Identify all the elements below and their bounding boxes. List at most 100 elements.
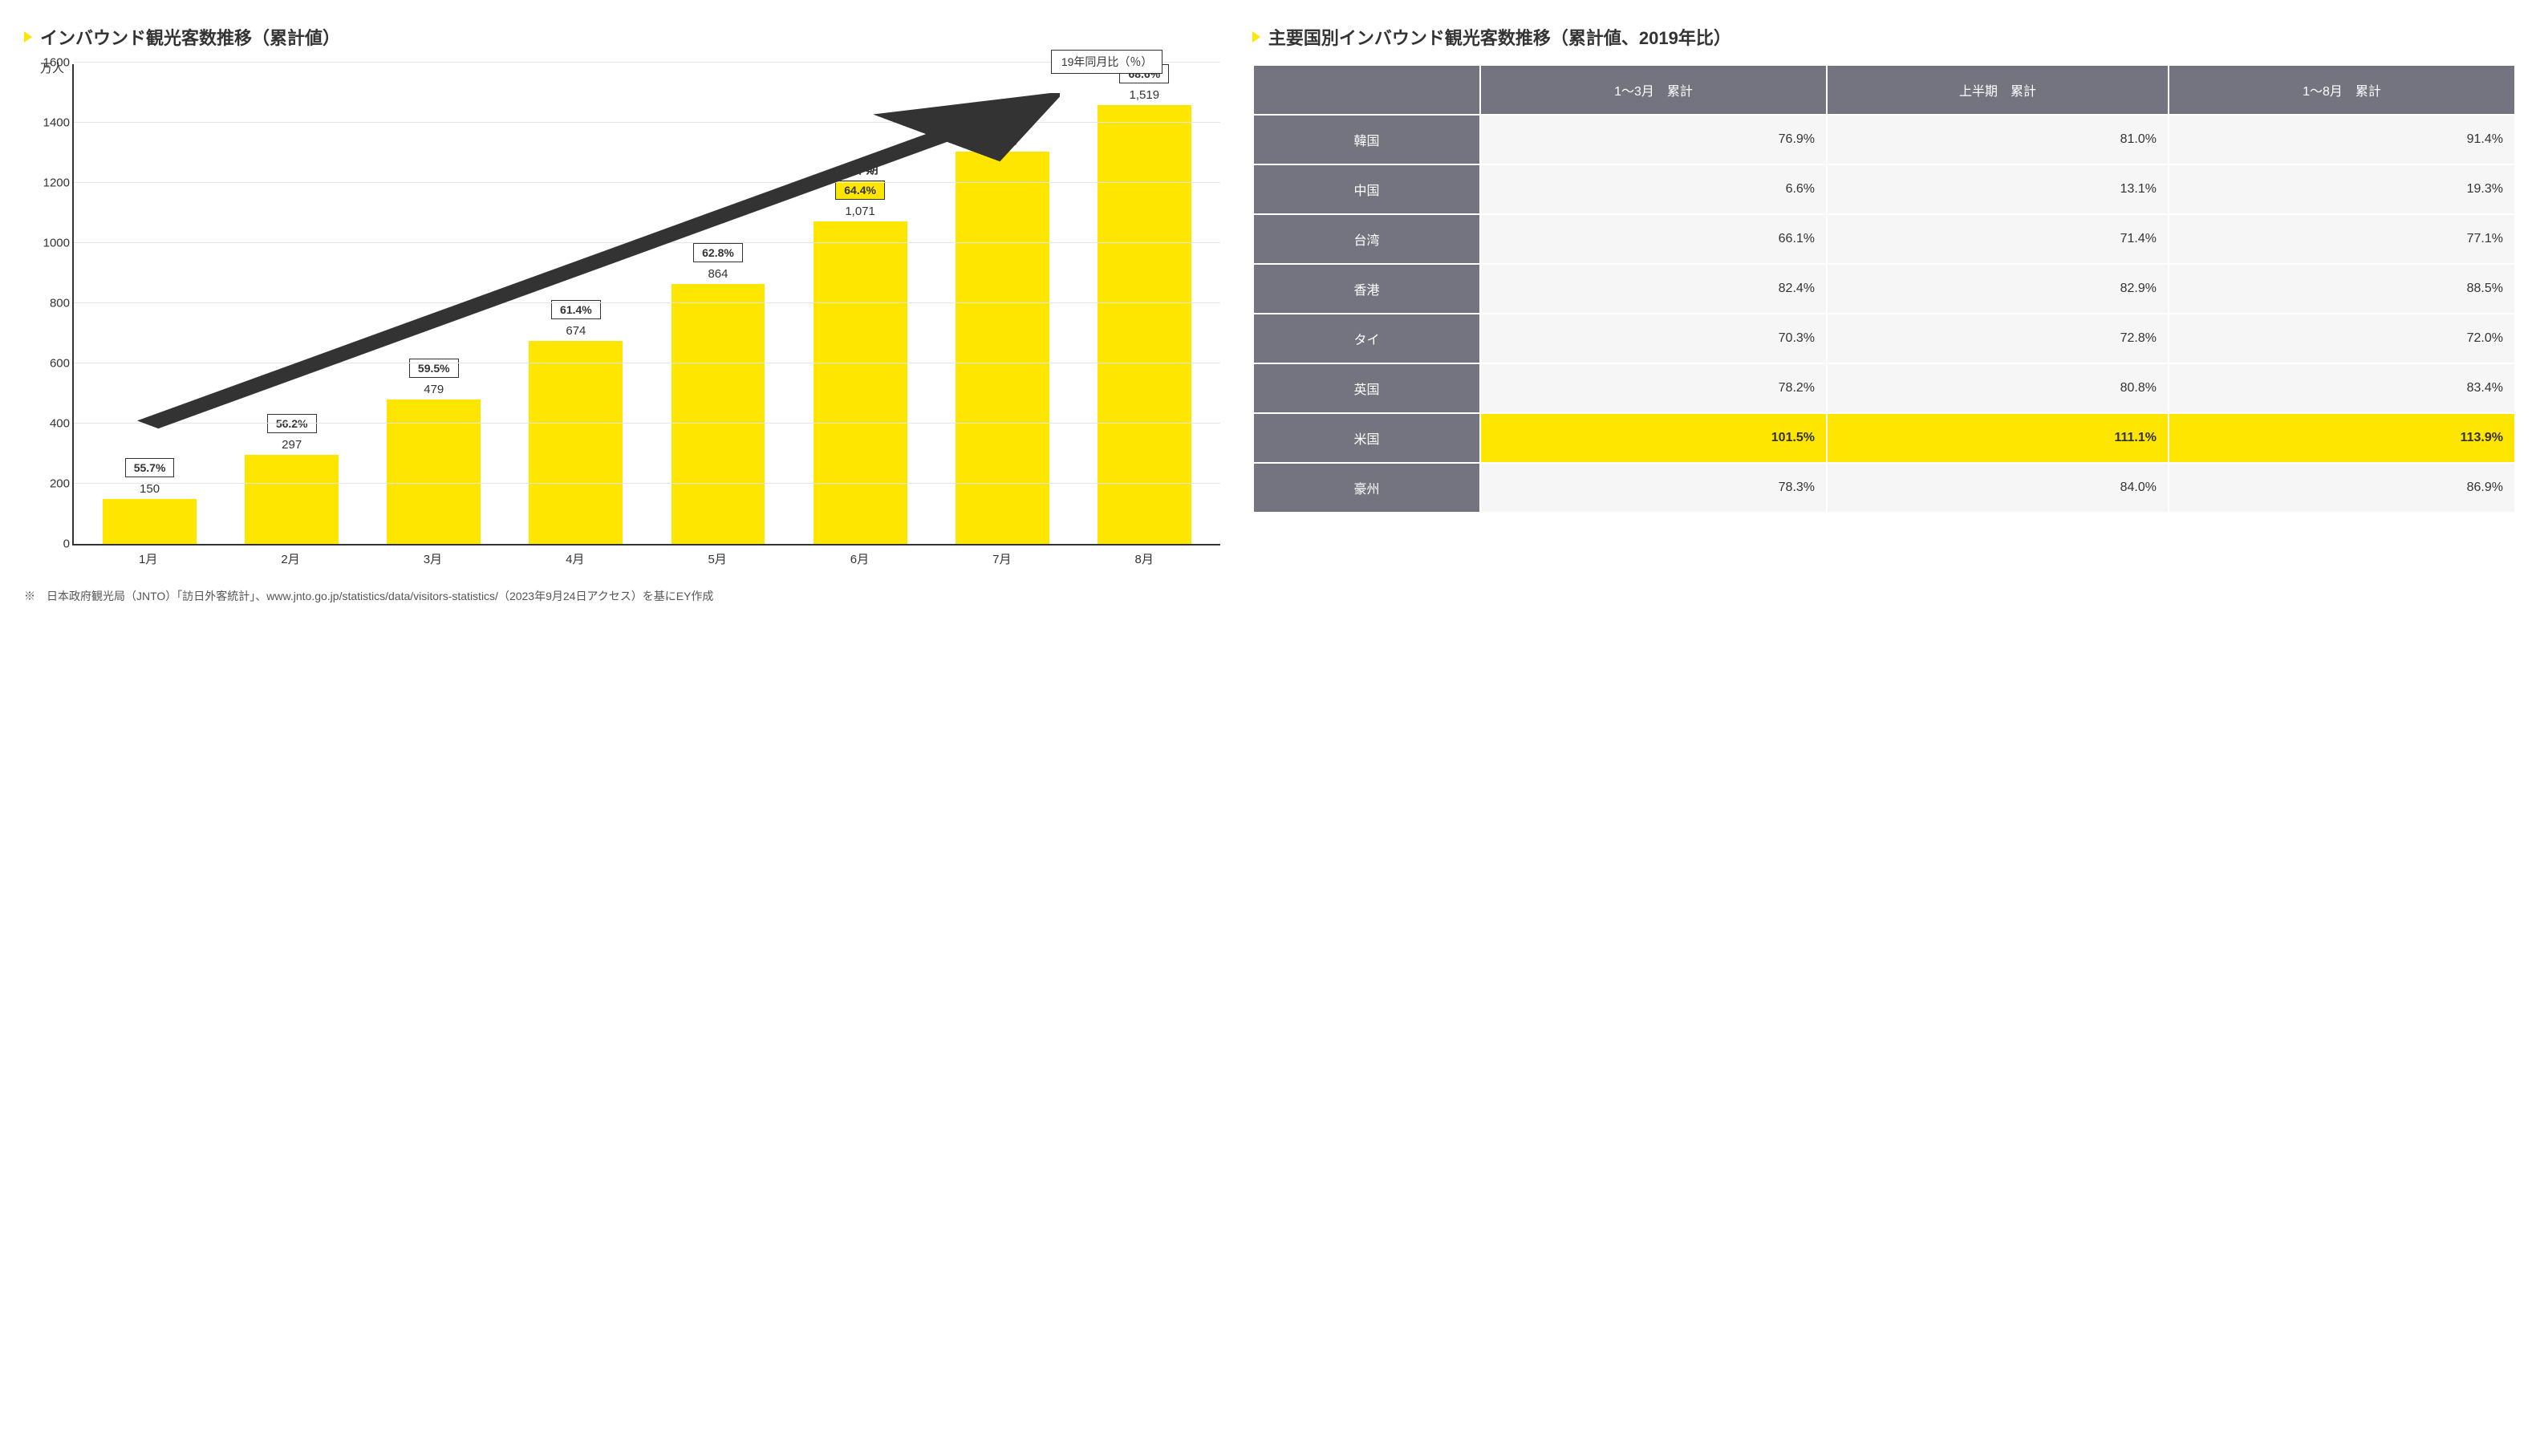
table-row: 韓国76.9%81.0%91.4%	[1253, 115, 2515, 164]
x-tick-label: 3月	[362, 550, 504, 567]
x-tick-label: 1月	[77, 550, 219, 567]
y-tick-label: 1000	[26, 237, 70, 250]
table-cell: 82.9%	[1827, 264, 2169, 314]
table-row: 中国6.6%13.1%19.3%	[1253, 164, 2515, 214]
table-row: 英国78.2%80.8%83.4%	[1253, 363, 2515, 413]
bar-value-label: 150	[140, 482, 160, 496]
table-cell: 77.1%	[2169, 214, 2515, 264]
table-cell: 113.9%	[2169, 413, 2515, 463]
country-table: 1～3月 累計上半期 累計1～8月 累計 韓国76.9%81.0%91.4%中国…	[1252, 64, 2516, 513]
bar	[672, 284, 765, 544]
x-tick-label: 4月	[504, 550, 646, 567]
row-header: タイ	[1253, 314, 1480, 363]
table-column-header: 上半期 累計	[1827, 65, 2169, 115]
table-cell: 6.6%	[1480, 164, 1827, 214]
table-header-row: 1～3月 累計上半期 累計1～8月 累計	[1253, 65, 2515, 115]
bar-column: 55.7% 150	[79, 64, 221, 544]
table-cell: 81.0%	[1827, 115, 2169, 164]
y-tick-label: 0	[26, 537, 70, 551]
y-tick-label: 1400	[26, 116, 70, 130]
table-row: 香港82.4%82.9%88.5%	[1253, 264, 2515, 314]
table-column-header: 1～8月 累計	[2169, 65, 2515, 115]
table-cell: 80.8%	[1827, 363, 2169, 413]
table-corner	[1253, 65, 1480, 115]
bar	[1098, 105, 1191, 544]
gridline	[74, 182, 1220, 183]
footnote: ※ 日本政府観光局（JNTO）「訪日外客統計」、www.jnto.go.jp/s…	[24, 588, 2516, 604]
bar-column: 上半期64.4%1,071	[789, 64, 931, 544]
chart-legend: 19年同月比（％）	[1051, 50, 1163, 74]
percent-box: 55.7%	[125, 458, 175, 477]
table-cell: 19.3%	[2169, 164, 2515, 214]
bar	[529, 341, 623, 544]
percent-box: 62.8%	[693, 243, 743, 262]
gridline	[74, 302, 1220, 303]
chart-area: 19年同月比（％） 55.7%15056.2%29759.5%47961.4%6…	[72, 64, 1220, 545]
gridline	[74, 122, 1220, 123]
table-cell: 66.1%	[1480, 214, 1827, 264]
table-cell: 72.0%	[2169, 314, 2515, 363]
row-header: 韓国	[1253, 115, 1480, 164]
gridline	[74, 62, 1220, 63]
chart-wrap: 万人 19年同月比（％） 55.7%15056.2%29759.5%47961.…	[24, 64, 1220, 567]
table-title-row: 主要国別インバウンド観光客数推移（累計値、2019年比）	[1252, 24, 2516, 50]
table-cell: 78.3%	[1480, 463, 1827, 513]
table-cell: 72.8%	[1827, 314, 2169, 363]
table-cell: 71.4%	[1827, 214, 2169, 264]
bar	[387, 399, 481, 544]
table-cell: 91.4%	[2169, 115, 2515, 164]
gridline	[74, 242, 1220, 243]
x-tick-label: 2月	[219, 550, 361, 567]
x-tick-label: 6月	[789, 550, 931, 567]
bar-column: 61.4%674	[505, 64, 647, 544]
bar-value-label: 479	[424, 383, 444, 396]
table-cell: 111.1%	[1827, 413, 2169, 463]
table-cell: 88.5%	[2169, 264, 2515, 314]
row-header: 香港	[1253, 264, 1480, 314]
table-row: 豪州78.3%84.0%86.9%	[1253, 463, 2515, 513]
y-tick-label: 200	[26, 477, 70, 491]
x-tick-label: 8月	[1073, 550, 1215, 567]
y-tick-label: 1200	[26, 176, 70, 190]
x-tick-label: 5月	[646, 550, 788, 567]
x-tick-label: 7月	[931, 550, 1073, 567]
table-panel: 主要国別インバウンド観光客数推移（累計値、2019年比） 1～3月 累計上半期 …	[1252, 24, 2516, 567]
gridline	[74, 483, 1220, 484]
half-period-label: 上半期	[842, 160, 878, 177]
bars-container: 55.7% 150 56.2%29759.5%47961.4%67462.8%864…	[74, 64, 1220, 544]
bar	[245, 455, 339, 544]
table-cell: 76.9%	[1480, 115, 1827, 164]
table-cell: 82.4%	[1480, 264, 1827, 314]
bar-value-label: 1,519	[1130, 88, 1160, 102]
bar-column: 68.6%1,519	[1073, 64, 1215, 544]
table-row: 台湾66.1%71.4%77.1%	[1253, 214, 2515, 264]
bar-column: 59.5%479	[363, 64, 505, 544]
bar-value-label: 674	[566, 324, 586, 338]
row-header: 中国	[1253, 164, 1480, 214]
table-cell: 86.9%	[2169, 463, 2515, 513]
table-cell: 70.3%	[1480, 314, 1827, 363]
y-tick-label: 400	[26, 417, 70, 431]
table-cell: 78.2%	[1480, 363, 1827, 413]
table-cell: 101.5%	[1480, 413, 1827, 463]
row-header: 英国	[1253, 363, 1480, 413]
chart-title: インバウンド観光客数推移（累計値）	[40, 24, 340, 50]
triangle-icon	[24, 31, 32, 43]
bar-column: 66.4%1,303	[931, 64, 1073, 544]
row-header: 豪州	[1253, 463, 1480, 513]
gridline	[74, 423, 1220, 424]
table-cell: 13.1%	[1827, 164, 2169, 214]
table-column-header: 1～3月 累計	[1480, 65, 1827, 115]
table-cell: 84.0%	[1827, 463, 2169, 513]
bar-value-label: 297	[282, 438, 302, 452]
table-title: 主要国別インバウンド観光客数推移（累計値、2019年比）	[1268, 24, 1731, 50]
bar-column: 62.8%864	[647, 64, 789, 544]
table-body: 韓国76.9%81.0%91.4%中国6.6%13.1%19.3%台湾66.1%…	[1253, 115, 2515, 513]
row-header: 台湾	[1253, 214, 1480, 264]
x-axis-labels: 1月2月3月4月5月6月7月8月	[72, 545, 1220, 567]
chart-title-row: インバウンド観光客数推移（累計値）	[24, 24, 1220, 50]
y-tick-label: 1600	[26, 56, 70, 70]
bar-column: 56.2%297	[221, 64, 363, 544]
triangle-icon	[1252, 31, 1260, 43]
y-tick-label: 600	[26, 357, 70, 371]
